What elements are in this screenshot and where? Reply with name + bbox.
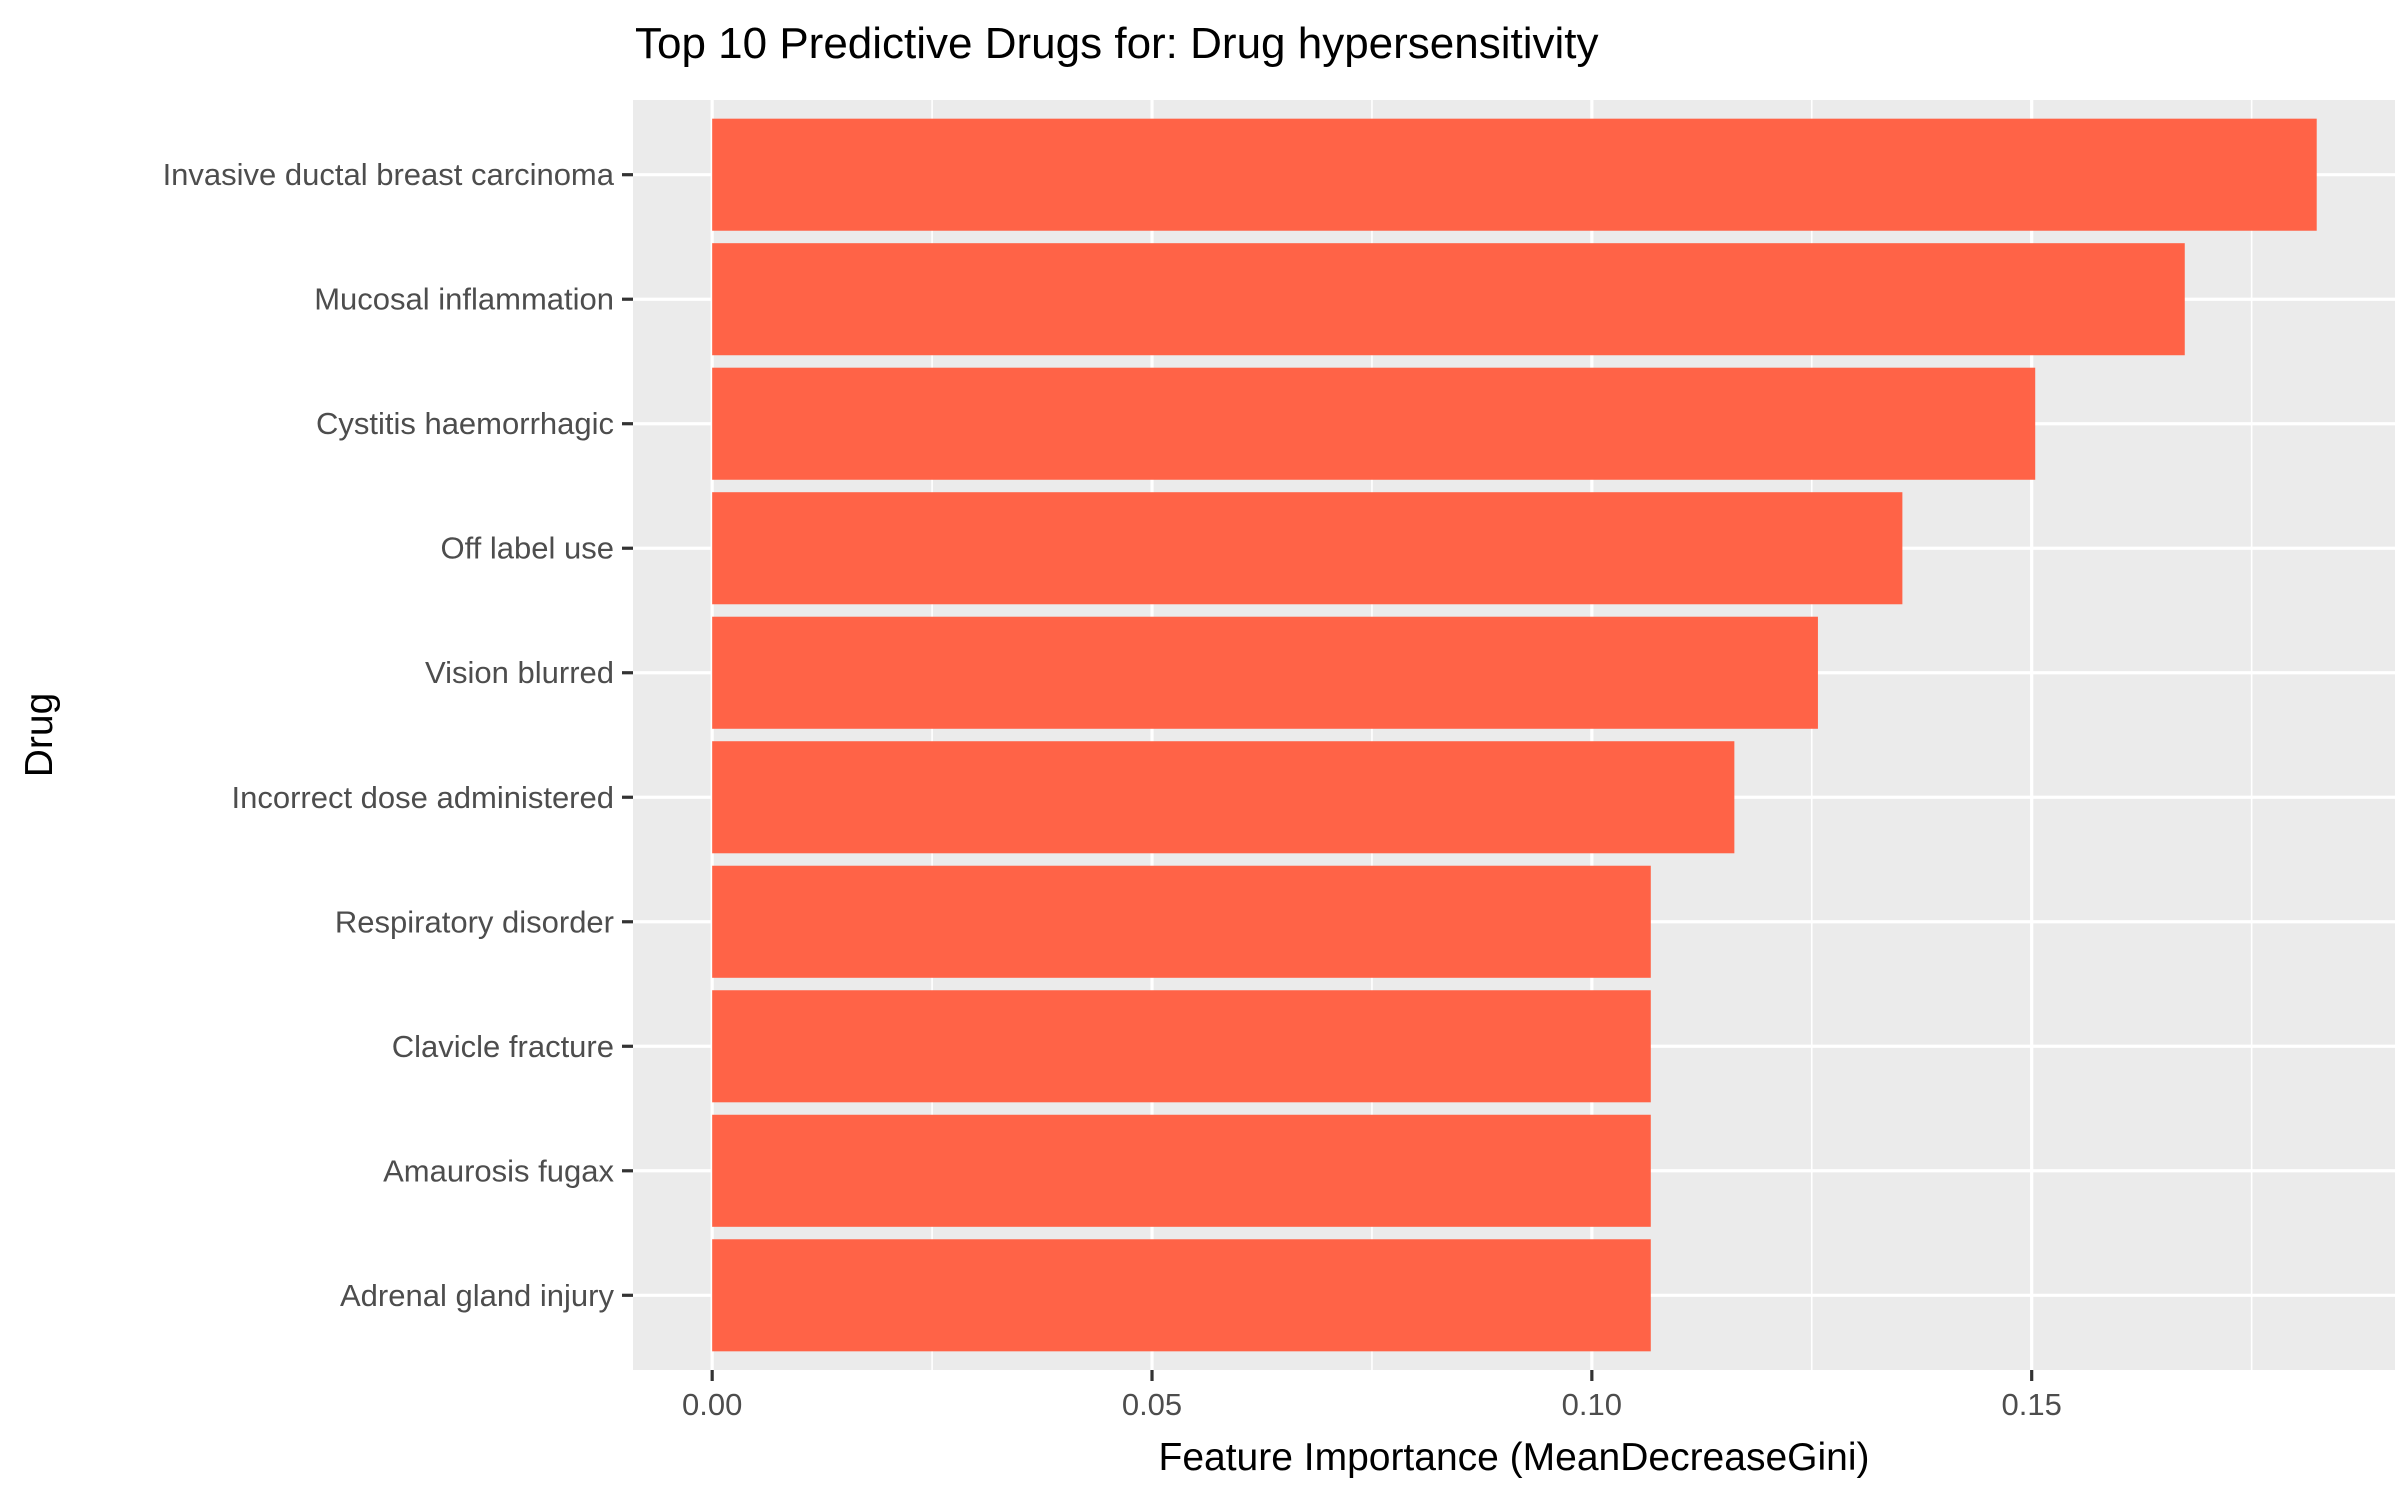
chart-title: Top 10 Predictive Drugs for: Drug hypers…	[635, 19, 1599, 68]
y-tick-label: Vision blurred	[425, 655, 614, 690]
y-axis-title: Drug	[18, 693, 61, 778]
y-tick-label: Clavicle fracture	[392, 1029, 614, 1064]
x-tick-label: 0.10	[1562, 1387, 1622, 1422]
x-axis: 0.00 0.05 0.10 0.15	[682, 1370, 2062, 1422]
bar	[712, 243, 2185, 356]
bars	[712, 118, 2317, 1352]
y-tick-label: Mucosal inflammation	[314, 282, 614, 317]
bar	[712, 990, 1651, 1103]
bar	[712, 616, 1818, 729]
x-tick-label: 0.15	[2002, 1387, 2062, 1422]
y-tick-label: Respiratory disorder	[335, 904, 614, 939]
x-tick-label: 0.05	[1122, 1387, 1182, 1422]
y-tick-label: Off label use	[441, 531, 614, 566]
x-axis-title: Feature Importance (MeanDecreaseGini)	[1159, 1436, 1870, 1479]
bar	[712, 741, 1735, 854]
y-tick-label: Cystitis haemorrhagic	[316, 406, 614, 441]
y-tick-label: Invasive ductal breast carcinoma	[163, 157, 615, 192]
y-tick-label: Adrenal gland injury	[340, 1278, 615, 1313]
bar	[712, 118, 2317, 231]
y-axis: Invasive ductal breast carcinoma Mucosal …	[163, 157, 633, 1313]
y-tick-label: Incorrect dose administered	[231, 780, 614, 815]
bar	[712, 865, 1651, 978]
y-tick-label: Amaurosis fugax	[383, 1153, 614, 1188]
x-tick-label: 0.00	[682, 1387, 742, 1422]
bar	[712, 1114, 1651, 1227]
bar	[712, 367, 2036, 480]
bar	[712, 492, 1903, 605]
bar	[712, 1239, 1651, 1352]
